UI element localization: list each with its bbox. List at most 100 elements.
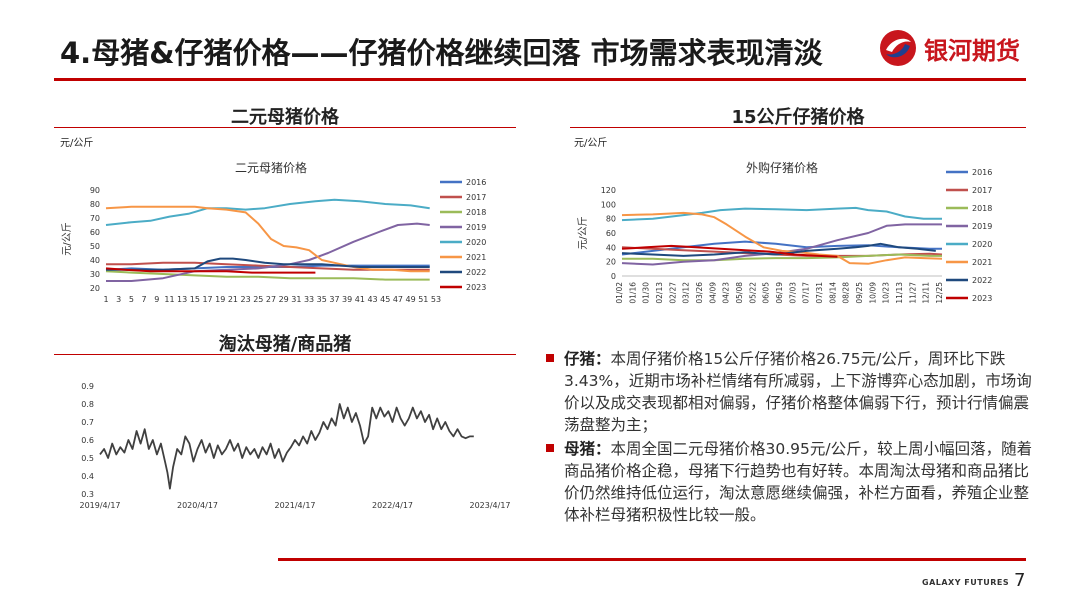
- legend-label-2023: 2023: [972, 294, 992, 303]
- legend-label-2017: 2017: [972, 186, 992, 195]
- y-tick-label: 40: [606, 243, 616, 252]
- x-tick-label: 11/13: [895, 282, 904, 304]
- y-tick-label: 120: [601, 186, 616, 195]
- x-tick-label: 12/25: [935, 282, 944, 304]
- series-line-2018: [622, 253, 942, 262]
- series-line-ratio: [99, 403, 474, 490]
- x-tick-label: 7: [142, 295, 147, 304]
- x-tick-label: 2020/4/17: [177, 501, 218, 510]
- y-tick-label: 100: [601, 200, 616, 209]
- x-tick-label: 05/22: [748, 282, 757, 304]
- x-tick-label: 23: [241, 295, 251, 304]
- series-line-2019: [621, 223, 942, 266]
- page-number: 7: [1014, 570, 1026, 591]
- series-line-2021: [105, 205, 430, 273]
- x-tick-label: 25: [253, 295, 263, 304]
- y-axis-label: 元/公斤: [61, 222, 73, 255]
- x-tick-label: 13: [177, 295, 187, 304]
- y-tick-label: 50: [90, 242, 100, 251]
- y-tick-label: 80: [606, 215, 616, 224]
- x-tick-label: 35: [317, 295, 327, 304]
- x-tick-label: 2021/4/17: [274, 501, 315, 510]
- chart-title: 外购仔猪价格: [746, 160, 818, 175]
- ratio-section-divider: [54, 354, 516, 355]
- piglet-section-divider: [570, 127, 1026, 128]
- series-line-2023: [621, 244, 838, 258]
- y-tick-label: 0.4: [81, 472, 94, 481]
- x-tick-label: 07/31: [815, 282, 824, 304]
- x-tick-label: 19: [215, 295, 225, 304]
- x-tick-label: 02/13: [655, 282, 664, 304]
- legend-label-2022: 2022: [466, 268, 486, 277]
- x-tick-label: 2019/4/17: [79, 501, 120, 510]
- series-line-2023: [105, 267, 316, 274]
- piglet-commentary: 仔猪：本周仔猪价格15公斤仔猪价格26.75元/公斤，周环比下跌3.43%，近期…: [546, 348, 1036, 436]
- x-tick-label: 9: [154, 295, 159, 304]
- x-tick-label: 03/26: [695, 282, 704, 304]
- legend-label-2017: 2017: [466, 193, 486, 202]
- y-tick-label: 60: [606, 229, 616, 238]
- x-tick-label: 3: [116, 295, 121, 304]
- x-tick-label: 15: [190, 295, 200, 304]
- x-tick-label: 53: [431, 295, 441, 304]
- x-tick-label: 08/28: [842, 282, 851, 304]
- x-tick-label: 41: [355, 295, 365, 304]
- y-tick-label: 0.7: [81, 418, 94, 427]
- x-tick-label: 08/14: [828, 282, 837, 304]
- legend-label-2016: 2016: [972, 168, 992, 177]
- legend-label-2016: 2016: [466, 178, 486, 187]
- legend-label-2019: 2019: [466, 223, 486, 232]
- legend-label-2021: 2021: [972, 258, 992, 267]
- footer-divider: [278, 558, 1026, 561]
- y-tick-label: 70: [90, 214, 100, 223]
- x-tick-label: 39: [342, 295, 352, 304]
- y-tick-label: 0.3: [81, 490, 94, 499]
- x-tick-label: 06/19: [775, 282, 784, 304]
- x-tick-label: 27: [266, 295, 276, 304]
- y-tick-label: 90: [90, 186, 100, 195]
- y-tick-label: 30: [90, 270, 100, 279]
- x-tick-label: 01/16: [628, 282, 637, 304]
- x-tick-label: 37: [329, 295, 339, 304]
- y-tick-label: 0.5: [81, 454, 94, 463]
- x-tick-label: 11/27: [908, 282, 917, 304]
- galaxy-logo-icon: [880, 30, 916, 66]
- y-tick-label: 40: [90, 256, 100, 265]
- x-tick-label: 51: [418, 295, 428, 304]
- ratio-chart: 0.3 0.4 0.5 0.6 0.7 0.8 0.9 2019/4/17 2020/4/17 2…: [79, 382, 510, 510]
- x-tick-label: 04/23: [722, 282, 731, 304]
- x-tick-label: 03/12: [682, 282, 691, 304]
- x-tick-label: 02/27: [668, 282, 677, 304]
- piglet-unit-label: 元/公斤: [574, 138, 608, 149]
- y-tick-label: 60: [90, 228, 100, 237]
- x-tick-label: 21: [228, 295, 238, 304]
- sow-price-section-title: 二元母猪价格: [231, 107, 339, 128]
- y-axis-label: 元/公斤: [577, 216, 589, 249]
- series-line-2019: [106, 222, 430, 282]
- series-line-2022: [106, 257, 430, 271]
- x-tick-label: 43: [367, 295, 377, 304]
- series-line-2020: [105, 198, 430, 226]
- sow-section-divider: [54, 127, 516, 128]
- chart-title: 二元母猪价格: [235, 160, 307, 175]
- company-logo: 银河期货: [878, 28, 1020, 68]
- x-tick-label: 1: [103, 295, 108, 304]
- x-tick-label: 11: [164, 295, 174, 304]
- x-tick-label: 5: [129, 295, 134, 304]
- sow-commentary: 母猪：本周全国二元母猪价格30.95元/公斤，较上周小幅回落，随着商品猪价格企稳…: [546, 438, 1036, 526]
- x-tick-label: 01/02: [615, 282, 624, 304]
- legend-label-2020: 2020: [972, 240, 992, 249]
- y-tick-label: 20: [606, 258, 616, 267]
- legend-label-2020: 2020: [466, 238, 486, 247]
- x-tick-label: 01/30: [642, 282, 651, 304]
- header-divider: [54, 78, 1026, 81]
- logo-text: 银河期货: [924, 36, 1020, 65]
- x-tick-label: 04/09: [708, 282, 717, 304]
- commentary-list: 仔猪：本周仔猪价格15公斤仔猪价格26.75元/公斤，周环比下跌3.43%，近期…: [546, 348, 1036, 528]
- legend-label-2021: 2021: [466, 253, 486, 262]
- y-tick-label: 0.8: [81, 400, 94, 409]
- x-tick-label: 09/25: [855, 282, 864, 304]
- x-tick-label: 47: [393, 295, 403, 304]
